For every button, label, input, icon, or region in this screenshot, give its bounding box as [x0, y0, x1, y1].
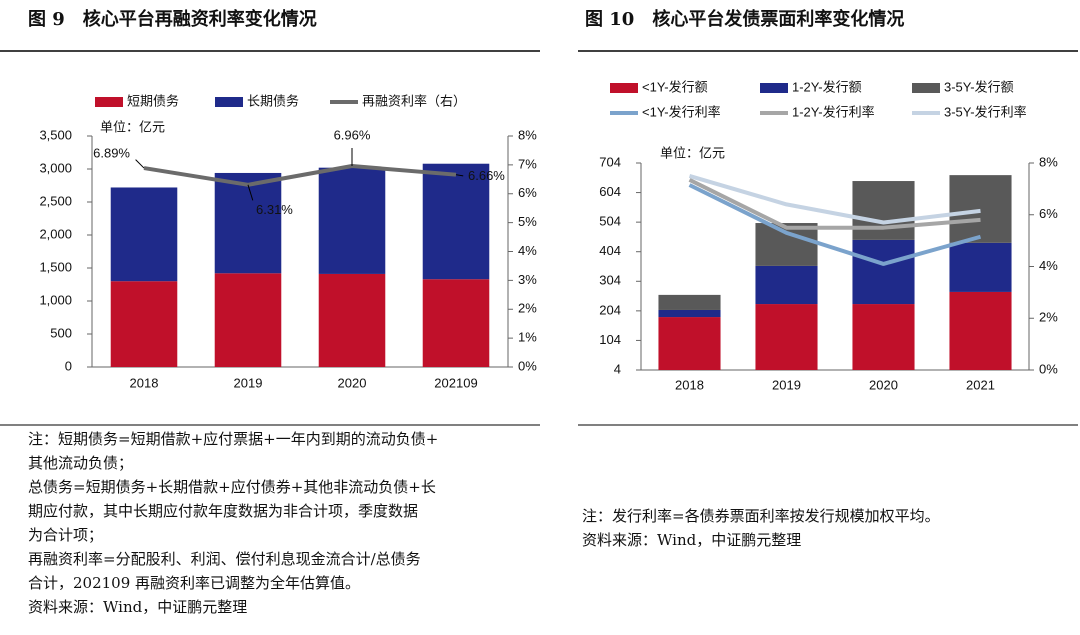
note-line: 再融资利率=分配股利、利润、偿付利息现金流合计/总债务: [28, 550, 421, 568]
bar: [422, 163, 490, 280]
note-line: 资料来源：Wind，中证鹏元整理: [28, 598, 247, 616]
bar: [318, 273, 386, 367]
x-tick-label: 2018: [675, 377, 704, 392]
x-tick-label: 2020: [869, 377, 898, 392]
legend-swatch: [610, 83, 638, 93]
line: [688, 183, 982, 266]
legend-swatch: [760, 83, 788, 93]
data-label: 6.89%: [93, 145, 130, 160]
y2-tick-label: 0%: [518, 358, 537, 373]
y-tick-label: 0: [65, 358, 72, 373]
note-line: 期应付款，其中长期应付款年度数据为非合计项，季度数据: [28, 502, 418, 520]
legend-swatch: [912, 83, 940, 93]
y-tick-label: 3,000: [39, 160, 72, 175]
legend-label: 再融资利率（右）: [362, 93, 466, 108]
data-label: 6.31%: [256, 202, 293, 217]
chart-title: 图 10 核心平台发债票面利率变化情况: [585, 8, 904, 30]
y-tick-label: 304: [599, 273, 621, 288]
bar: [422, 279, 490, 367]
y-tick-label: 504: [599, 214, 621, 229]
x-tick-label: 2019: [772, 377, 801, 392]
legend-label: 1-2Y-发行利率: [792, 104, 875, 119]
y2-tick-label: 0%: [1039, 361, 1058, 376]
bar: [755, 265, 818, 305]
line: [143, 164, 457, 187]
y-tick-label: 4: [614, 361, 621, 376]
label-leader: [455, 174, 464, 177]
bar: [949, 242, 1012, 292]
y2-tick-label: 6%: [518, 185, 537, 200]
x-tick-label: 2020: [338, 375, 367, 390]
chart-title: 图 9 核心平台再融资利率变化情况: [28, 8, 317, 30]
legend-label: 短期债务: [127, 93, 179, 108]
label-leader: [247, 184, 254, 201]
y-tick-label: 2,000: [39, 226, 72, 241]
y-tick-label: 404: [599, 243, 621, 258]
bar: [658, 309, 721, 318]
y2-tick-label: 4%: [518, 243, 537, 258]
y2-tick-label: 8%: [518, 127, 537, 142]
y2-tick-label: 3%: [518, 272, 537, 287]
bar: [658, 294, 721, 310]
x-tick-label: 202109: [434, 375, 477, 390]
bar: [755, 223, 818, 266]
y2-tick-label: 7%: [518, 156, 537, 171]
data-label: 6.96%: [334, 127, 371, 142]
y-tick-label: 3,500: [39, 127, 72, 142]
bar: [852, 304, 915, 370]
bar: [949, 291, 1012, 370]
y-tick-label: 1,000: [39, 292, 72, 307]
note-line: 为合计项；: [28, 526, 103, 544]
y2-tick-label: 2%: [1039, 310, 1058, 325]
note-line: 总债务=短期债务+长期借款+应付债券+其他非流动负债+长: [28, 478, 436, 496]
y-tick-label: 104: [599, 332, 621, 347]
x-tick-label: 2018: [130, 375, 159, 390]
bar: [852, 239, 915, 305]
y2-tick-label: 8%: [1039, 154, 1058, 169]
legend-label: 3-5Y-发行利率: [944, 104, 1027, 119]
data-label: 6.66%: [468, 168, 505, 183]
line: [688, 174, 981, 225]
y-tick-label: 604: [599, 184, 621, 199]
unit-label: 单位：亿元: [100, 119, 165, 134]
x-tick-label: 2019: [234, 375, 263, 390]
unit-label: 单位：亿元: [660, 145, 725, 160]
legend-label: 1-2Y-发行额: [792, 79, 862, 94]
note-line: 资料来源：Wind，中证鹏元整理: [582, 531, 801, 549]
legend-label: <1Y-发行额: [642, 79, 708, 94]
y2-tick-label: 5%: [518, 214, 537, 229]
note-line: 注：发行利率=各债券票面利率按发行规模加权平均。: [582, 507, 940, 525]
label-leader: [135, 159, 145, 169]
y2-tick-label: 1%: [518, 330, 537, 345]
legend-swatch: [95, 97, 123, 107]
y-tick-label: 1,500: [39, 259, 72, 274]
y-tick-label: 500: [50, 325, 72, 340]
legend-label: 3-5Y-发行额: [944, 79, 1014, 94]
line: [688, 178, 981, 230]
y-tick-label: 204: [599, 302, 621, 317]
note-line: 其他流动负债；: [28, 454, 133, 472]
legend-label: 长期债务: [247, 93, 299, 108]
note-line: 注：短期债务=短期借款+应付票据+一年内到期的流动负债+: [28, 430, 438, 448]
legend-swatch: [215, 97, 243, 107]
bar: [658, 317, 721, 370]
legend-label: <1Y-发行利率: [642, 104, 721, 119]
y2-tick-label: 6%: [1039, 206, 1058, 221]
y2-tick-label: 2%: [518, 301, 537, 316]
x-tick-label: 2021: [966, 377, 995, 392]
y2-tick-label: 4%: [1039, 258, 1058, 273]
bar: [110, 281, 178, 367]
note-line: 合计，202109 再融资利率已调整为全年估算值。: [28, 574, 360, 592]
bar: [110, 187, 178, 282]
bar: [214, 273, 282, 367]
y-tick-label: 2,500: [39, 193, 72, 208]
bar: [214, 172, 282, 274]
bar: [852, 181, 915, 240]
y-tick-label: 704: [599, 154, 621, 169]
bar: [949, 175, 1012, 243]
bar: [318, 167, 386, 274]
bar: [755, 304, 818, 370]
